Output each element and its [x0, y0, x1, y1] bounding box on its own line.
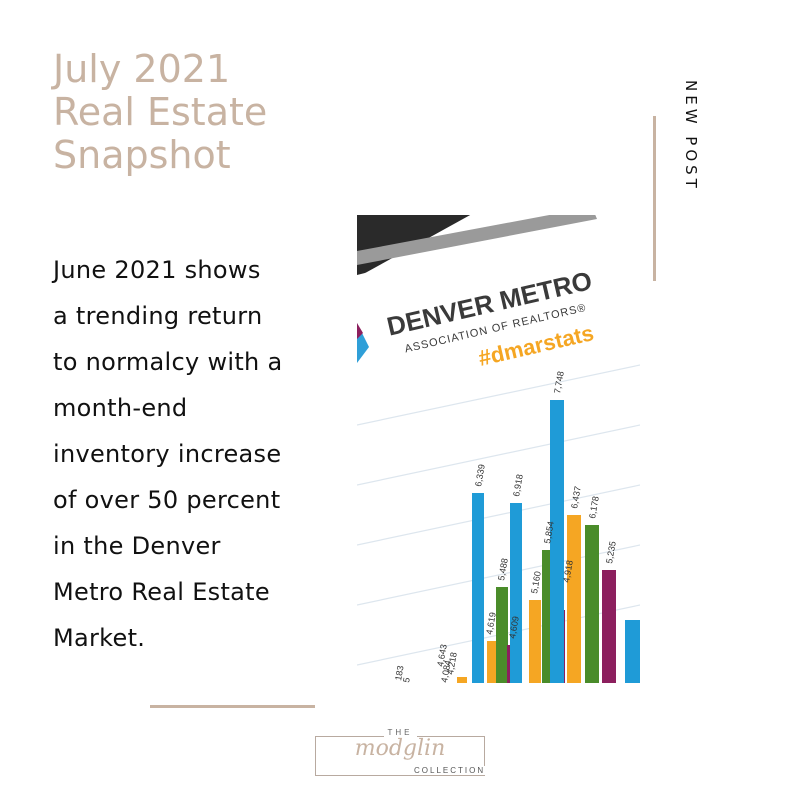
headline-line: Real Estate — [53, 90, 268, 134]
body-line: Market. — [53, 624, 146, 652]
bar-label: 4,619 — [484, 611, 498, 635]
dmar-stats-photo: DENVER METRO ASSOCIATION OF REALTORS® #d… — [357, 215, 640, 683]
logo-the: THE — [315, 728, 485, 737]
logo-collection: COLLECTION — [411, 766, 489, 775]
logo-name: modglin — [354, 736, 446, 761]
bar-label: 4,084 — [439, 659, 453, 683]
dmar-stats-photo-graphic: DENVER METRO ASSOCIATION OF REALTORS® #d… — [357, 215, 640, 683]
bar-label: 4,218 — [445, 651, 459, 675]
bar-label: 5 — [401, 677, 412, 683]
bar-label: 4,609 — [507, 615, 521, 639]
post-headline: July 2021 Real Estate Snapshot — [53, 48, 353, 177]
modglin-collection-logo: THE modglin COLLECTION — [315, 728, 489, 776]
headline-line: July 2021 — [53, 47, 231, 91]
body-line: Metro Real Estate — [53, 578, 270, 606]
bar-label: 5,235 — [604, 540, 618, 564]
bottom-accent-line — [150, 705, 315, 708]
body-line: in the Denver — [53, 532, 221, 560]
bar-label: 4,918 — [561, 559, 575, 583]
body-line: a trending return — [53, 302, 263, 330]
bar-label: 6,918 — [511, 473, 525, 497]
vertical-accent-line — [653, 116, 656, 281]
bar-label: 5,160 — [529, 570, 543, 594]
bar-label: 6,339 — [473, 463, 487, 487]
body-line: of over 50 percent — [53, 486, 281, 514]
body-line: inventory increase — [53, 440, 282, 468]
body-line: month-end — [53, 394, 188, 422]
bar-label: 6,437 — [569, 485, 583, 509]
post-body: June 2021 shows a trending return to nor… — [53, 247, 343, 661]
bar-label: 5,488 — [496, 557, 510, 581]
new-post-label: NEW POST — [682, 80, 700, 192]
headline-line: Snapshot — [53, 133, 231, 177]
bar-label: 6,178 — [587, 495, 601, 519]
bar-label: 7,748 — [552, 370, 566, 394]
body-line: to normalcy with a — [53, 348, 283, 376]
body-line: June 2021 shows — [53, 256, 261, 284]
bar-label: 5,854 — [542, 520, 556, 544]
bar-label: 4,643 — [435, 643, 449, 667]
bar-label: 183 — [393, 665, 405, 682]
